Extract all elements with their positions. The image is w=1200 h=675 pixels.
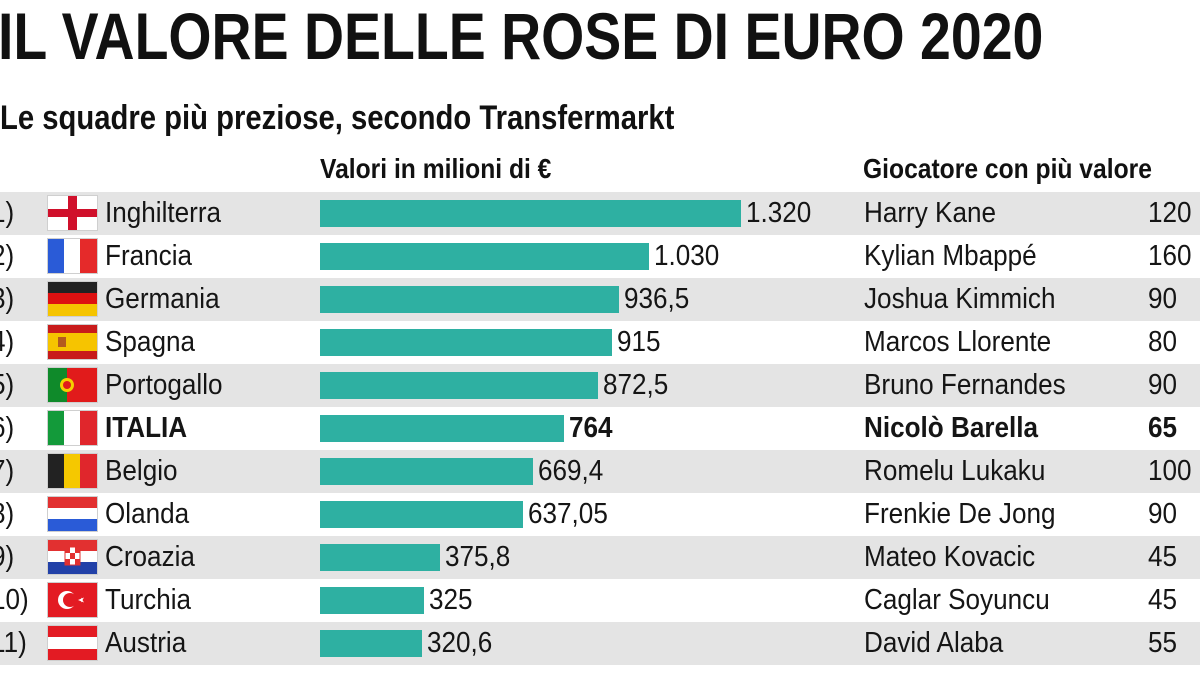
- rank-label: 4): [0, 326, 15, 358]
- player-name: Mateo Kovacic: [864, 541, 1036, 573]
- bar-inghilterra: [320, 200, 741, 227]
- player-value: 45: [1148, 584, 1178, 616]
- country-label: Portogallo: [105, 369, 223, 401]
- rank-label: 5): [0, 369, 15, 401]
- table-row: 10) Turchia 325 Caglar Soyuncu 45: [0, 579, 1200, 622]
- country-label: Inghilterra: [105, 197, 222, 229]
- england-flag-icon: [48, 196, 97, 230]
- country-label: Francia: [105, 240, 193, 272]
- country-label: Belgio: [105, 455, 178, 487]
- germany-flag-icon: [48, 282, 97, 316]
- bar-francia: [320, 243, 649, 270]
- france-flag-icon: [48, 239, 97, 273]
- chart-title: IL VALORE DELLE ROSE DI EURO 2020: [0, 0, 1044, 73]
- player-value: 90: [1148, 498, 1178, 530]
- player-value: 65: [1148, 412, 1178, 444]
- table-row: 6) ITALIA 764 Nicolò Barella 65: [0, 407, 1200, 450]
- player-value: 120: [1148, 197, 1192, 229]
- value-label: 764: [569, 412, 613, 444]
- country-label: Germania: [105, 283, 220, 315]
- value-label: 915: [617, 326, 661, 358]
- table-row: 4) Spagna 915 Marcos Llorente 80: [0, 321, 1200, 364]
- turkey-flag-icon: [48, 583, 97, 617]
- bar-germania: [320, 286, 619, 313]
- player-name: Nicolò Barella: [864, 412, 1039, 444]
- player-name: Frenkie De Jong: [864, 498, 1056, 530]
- player-name: Kylian Mbappé: [864, 240, 1037, 272]
- value-label: 637,05: [528, 498, 608, 530]
- player-value: 100: [1148, 455, 1192, 487]
- player-value: 90: [1148, 283, 1178, 315]
- chart-subtitle: Le squadre più preziose, secondo Transfe…: [0, 99, 675, 137]
- player-column-header: Giocatore con più valore: [863, 153, 1152, 184]
- player-name: Romelu Lukaku: [864, 455, 1046, 487]
- country-label: Olanda: [105, 498, 190, 530]
- austria-flag-icon: [48, 626, 97, 660]
- player-name: Harry Kane: [864, 197, 997, 229]
- player-value: 90: [1148, 369, 1178, 401]
- value-label: 1.320: [746, 197, 812, 229]
- player-value: 55: [1148, 627, 1178, 659]
- bar-spagna: [320, 329, 612, 356]
- player-name: Caglar Soyuncu: [864, 584, 1050, 616]
- bar-italia: [320, 415, 564, 442]
- rank-label: 10): [0, 584, 29, 616]
- country-label: ITALIA: [105, 412, 188, 444]
- player-name: David Alaba: [864, 627, 1004, 659]
- netherlands-flag-icon: [48, 497, 97, 531]
- spain-flag-icon: [48, 325, 97, 359]
- rank-label: 2): [0, 240, 15, 272]
- player-name: Joshua Kimmich: [864, 283, 1056, 315]
- bar-portogallo: [320, 372, 598, 399]
- table-row: 9) Croazia 375,8 Mateo Kovacic 45: [0, 536, 1200, 579]
- italy-flag-icon: [48, 411, 97, 445]
- rank-label: 8): [0, 498, 15, 530]
- value-label: 320,6: [427, 627, 493, 659]
- player-name: Marcos Llorente: [864, 326, 1052, 358]
- bar-belgio: [320, 458, 533, 485]
- value-label: 669,4: [538, 455, 604, 487]
- country-label: Croazia: [105, 541, 195, 573]
- rank-label: 6): [0, 412, 15, 444]
- rank-label: 7): [0, 455, 15, 487]
- croatia-flag-icon: [48, 540, 97, 574]
- table-row: 11) Austria 320,6 David Alaba 55: [0, 622, 1200, 665]
- table-row: 1) Inghilterra 1.320 Harry Kane 120: [0, 192, 1200, 235]
- player-value: 80: [1148, 326, 1178, 358]
- bar-austria: [320, 630, 422, 657]
- table-row: 2) Francia 1.030 Kylian Mbappé 160: [0, 235, 1200, 278]
- belgium-flag-icon: [48, 454, 97, 488]
- country-label: Turchia: [105, 584, 192, 616]
- country-label: Austria: [105, 627, 187, 659]
- table-row: 3) Germania 936,5 Joshua Kimmich 90: [0, 278, 1200, 321]
- values-column-header: Valori in milioni di €: [320, 153, 552, 184]
- value-label: 936,5: [624, 283, 690, 315]
- player-value: 45: [1148, 541, 1178, 573]
- bar-turchia: [320, 587, 424, 614]
- player-name: Bruno Fernandes: [864, 369, 1066, 401]
- portugal-flag-icon: [48, 368, 97, 402]
- rank-label: 9): [0, 541, 15, 573]
- value-label: 325: [429, 584, 473, 616]
- table-row: 8) Olanda 637,05 Frenkie De Jong 90: [0, 493, 1200, 536]
- rank-label: 1): [0, 197, 15, 229]
- table-row: 5) Portogallo 872,5 Bruno Fernandes 90: [0, 364, 1200, 407]
- bar-croazia: [320, 544, 440, 571]
- table-row: 7) Belgio 669,4 Romelu Lukaku 100: [0, 450, 1200, 493]
- rank-label: 11): [0, 627, 27, 659]
- country-label: Spagna: [105, 326, 195, 358]
- player-value: 160: [1148, 240, 1192, 272]
- bar-olanda: [320, 501, 523, 528]
- value-label: 1.030: [654, 240, 720, 272]
- value-label: 375,8: [445, 541, 511, 573]
- value-label: 872,5: [603, 369, 669, 401]
- rank-label: 3): [0, 283, 15, 315]
